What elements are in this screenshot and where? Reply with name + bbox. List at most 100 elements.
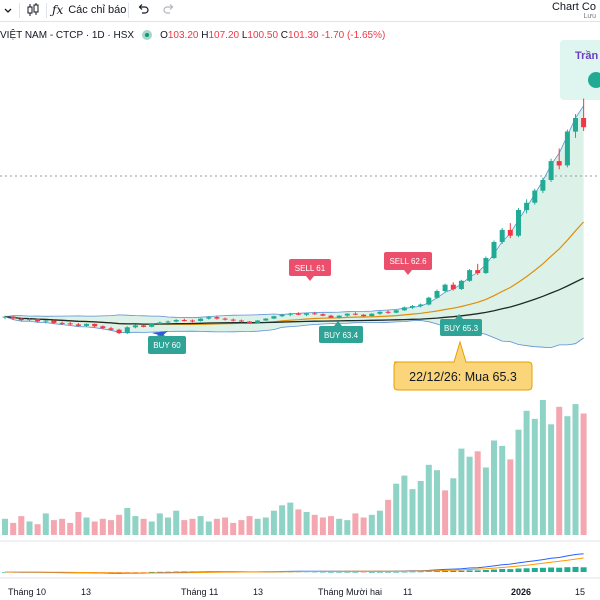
candle (84, 323, 89, 327)
macd-histogram-bar (165, 571, 171, 573)
macd-histogram-bar (458, 570, 465, 572)
macd-histogram-bar (572, 566, 579, 572)
bollinger-lower-line (4, 316, 584, 349)
volume-bar (59, 518, 66, 535)
volume-bar (450, 478, 457, 535)
chart-title: Chart Co (551, 1, 596, 13)
candle (75, 322, 81, 327)
candle-body (573, 118, 578, 132)
candles-icon[interactable] (25, 0, 41, 20)
volume-bar (458, 448, 465, 535)
candle-body (75, 324, 81, 326)
candle (149, 322, 155, 328)
macd-histogram-bar (59, 572, 66, 573)
candle (483, 256, 489, 274)
candle-body (149, 323, 155, 327)
candle (2, 315, 8, 320)
candle-body (206, 317, 212, 319)
chart-title-area[interactable]: Chart Co Lưu (552, 1, 596, 20)
candle-body (516, 210, 521, 236)
candle (141, 324, 147, 328)
candle (434, 289, 440, 299)
macd-histogram-bar (222, 571, 229, 573)
volume-bar (352, 513, 359, 535)
undo-icon[interactable] (136, 0, 150, 20)
volume-bar (499, 445, 506, 535)
dropdown-chevron-icon[interactable] (2, 0, 14, 20)
candle (190, 319, 195, 323)
candle-body (475, 270, 481, 273)
candle (59, 321, 65, 325)
candle (18, 317, 24, 322)
candle-body (263, 318, 269, 321)
macd-histogram-bar (311, 571, 318, 573)
trade-annotation: 22/12/26: Mua 65.3 (393, 340, 533, 391)
candle-body (279, 314, 285, 317)
candle-body (491, 242, 497, 258)
volume-bar (213, 518, 220, 535)
volume-bar (376, 510, 383, 535)
volume-bar (539, 400, 546, 535)
volume-bar (230, 522, 237, 536)
volume-bar (254, 518, 261, 535)
volume-bar (91, 521, 98, 535)
candle-body (320, 314, 326, 316)
volume-bar (246, 516, 253, 535)
volume-bar (401, 475, 408, 535)
macd-histogram-bar (189, 571, 196, 573)
redo-icon[interactable] (162, 0, 176, 20)
candle (467, 269, 473, 282)
macd-histogram-bar (10, 572, 17, 573)
candle (247, 321, 252, 324)
signal-label: SELL 61 (295, 264, 326, 273)
volume-bar (42, 513, 49, 535)
candle-body (165, 321, 171, 323)
macd-histogram-bar (303, 571, 310, 573)
volume-bar (287, 502, 294, 535)
candle-body (564, 131, 570, 166)
macd-histogram-bar (156, 571, 163, 573)
candle (312, 311, 318, 315)
volume-bar (442, 490, 449, 535)
candle (35, 318, 41, 323)
volume-bar (466, 456, 473, 535)
symbol-name[interactable]: VIỆT NAM - CTCP · 1D · HSX (0, 29, 135, 41)
promo-banner[interactable]: Trần (560, 40, 600, 100)
macd-histogram-bar (124, 572, 131, 573)
ma-fast-line (4, 221, 585, 325)
candle-body (67, 323, 73, 325)
candle-body (467, 270, 473, 281)
candle-body (35, 319, 41, 322)
candle-body (108, 328, 114, 330)
high-label: H (201, 29, 209, 41)
candle (352, 312, 358, 316)
candle (279, 313, 285, 318)
macd-histogram-bar (523, 568, 530, 572)
candle-body (271, 316, 277, 319)
macd-histogram-bar (197, 571, 204, 573)
signal-sell-61: SELL 61 (289, 259, 331, 281)
annotation-text: 22/12/26: Mua 65.3 (409, 370, 517, 384)
low-value: 100.50 (247, 29, 279, 41)
macd-histogram-bar (564, 567, 571, 572)
macd-histogram-bar (434, 571, 440, 572)
candle-body (222, 318, 228, 320)
bollinger-band-fill (5, 105, 584, 348)
volume-bar (124, 508, 131, 535)
volume-bar (548, 424, 555, 535)
candle-body (499, 229, 505, 242)
volume-bar (303, 512, 310, 535)
candle (548, 158, 554, 182)
volume-bar (344, 520, 351, 535)
signal-buy-63-4: BUY 63.4 (319, 321, 363, 343)
candle-body (141, 325, 147, 327)
candle-body (190, 320, 195, 322)
macd-histogram-bar (99, 572, 106, 573)
candle-body (507, 229, 513, 236)
indicators-button[interactable]: ƒx Các chỉ báo (52, 0, 126, 20)
candle (475, 263, 481, 275)
candle-body (369, 313, 375, 317)
macd-histogram-bar (507, 569, 514, 572)
